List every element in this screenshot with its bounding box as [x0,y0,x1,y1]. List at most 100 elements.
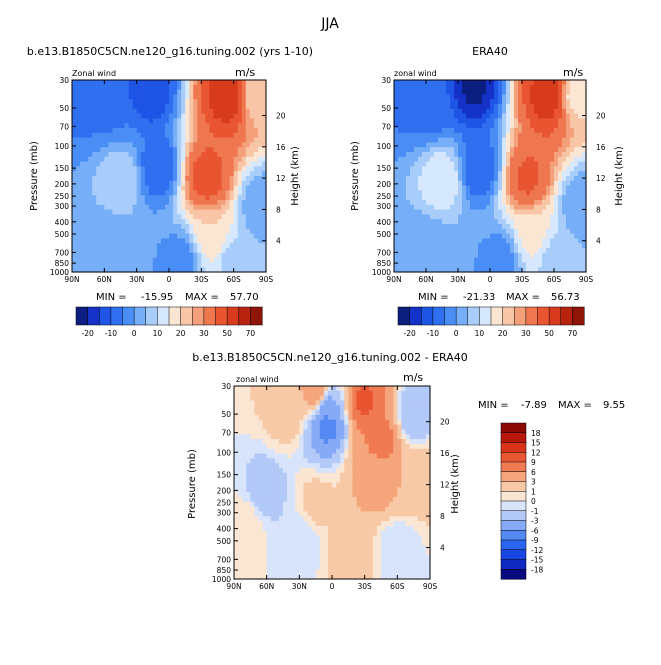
heatmap-cell [518,234,523,239]
heatmap-cell [185,166,190,171]
heatmap-cell [534,190,539,195]
heatmap-cell [442,90,447,95]
heatmap-cell [478,253,483,258]
heatmap-cell [161,109,166,114]
heatmap-cell [96,258,101,263]
heatmap-cell [414,425,419,430]
x-tick-label: 60S [547,275,562,284]
heatmap-cell [550,205,555,210]
heatmap-cell [570,200,575,205]
heatmap-cell [430,157,435,162]
heatmap-cell [558,166,563,171]
heatmap-cell [108,190,113,195]
heatmap-cell [72,229,77,234]
colorbar-swatch [99,307,111,325]
heatmap-cell [84,190,89,195]
heatmap-cell [558,171,563,176]
heatmap-cell [234,425,239,430]
heatmap-cell [336,429,341,434]
colorbar-label: -20 [82,329,94,338]
heatmap-cell [84,224,89,229]
heatmap-cell [234,200,239,205]
heatmap-cell [254,128,259,133]
heatmap-cell [125,166,130,171]
heatmap-cell [76,99,81,104]
heatmap-cell [145,123,150,128]
heatmap-cell [562,234,567,239]
heatmap-cell [246,128,251,133]
heatmap-cell [303,458,308,463]
heatmap-cell [133,104,138,109]
heatmap-cell [234,391,239,396]
heatmap-cell [157,147,162,152]
heatmap-cell [418,195,423,200]
heatmap-cell [434,162,439,167]
heatmap-cell [218,238,223,243]
heatmap-cell [426,94,431,99]
heatmap-cell [426,253,431,258]
heatmap-cell [116,176,121,181]
heatmap-cell [96,123,101,128]
heatmap-cell [546,162,551,167]
heatmap-cell [454,171,459,176]
heatmap-cell [149,186,154,191]
heatmap-cell [570,214,575,219]
heatmap-cell [141,262,146,267]
heatmap-cell [534,195,539,200]
heatmap-cell [398,248,403,253]
heatmap-cell [526,114,531,119]
heatmap-cell [80,99,85,104]
heatmap-cell [538,253,543,258]
heatmap-cell [267,444,272,449]
heatmap-cell [197,166,202,171]
heatmap-cell [502,190,507,195]
heatmap-cell [486,205,491,210]
heatmap-cell [414,186,419,191]
heatmap-cell [275,449,280,454]
heatmap-cell [161,224,166,229]
heatmap-cell [209,109,214,114]
heatmap-cell [246,118,251,123]
heatmap-cell [104,210,109,215]
heatmap-cell [422,229,427,234]
heatmap-cell [185,200,190,205]
heatmap-cell [430,214,435,219]
heatmap-cell [393,454,398,459]
heatmap-cell [442,210,447,215]
heatmap-cell [498,99,503,104]
heatmap-cell [250,138,255,143]
heatmap-cell [129,205,134,210]
colorbar-swatch [421,307,433,325]
heatmap-cell [181,243,186,248]
heatmap-cell [161,238,166,243]
heatmap-cell [108,171,113,176]
heatmap-cell [104,114,109,119]
heatmap-cell [218,181,223,186]
heatmap-cell [434,190,439,195]
heatmap-cell [197,114,202,119]
heatmap-cell [422,444,427,449]
heatmap-cell [534,238,539,243]
heatmap-cell [518,224,523,229]
heatmap-cell [250,118,255,123]
heatmap-cell [84,157,89,162]
heatmap-cell [562,214,567,219]
heatmap-cell [389,429,394,434]
heatmap-cell [414,205,419,210]
heatmap-cell [258,210,263,215]
heatmap-cell [108,243,113,248]
heatmap-cell [287,468,292,473]
heatmap-cell [434,171,439,176]
heatmap-cell [426,123,431,128]
heatmap-cell [352,454,357,459]
heatmap-cell [234,405,239,410]
heatmap-cell [402,190,407,195]
heatmap-cell [161,205,166,210]
heatmap-cell [84,243,89,248]
heatmap-cell [193,171,198,176]
heatmap-cell [401,415,406,420]
y-tick-label: 700 [55,248,70,257]
heatmap-cell [100,171,105,176]
heatmap-cell [462,104,467,109]
heatmap-cell [181,248,186,253]
